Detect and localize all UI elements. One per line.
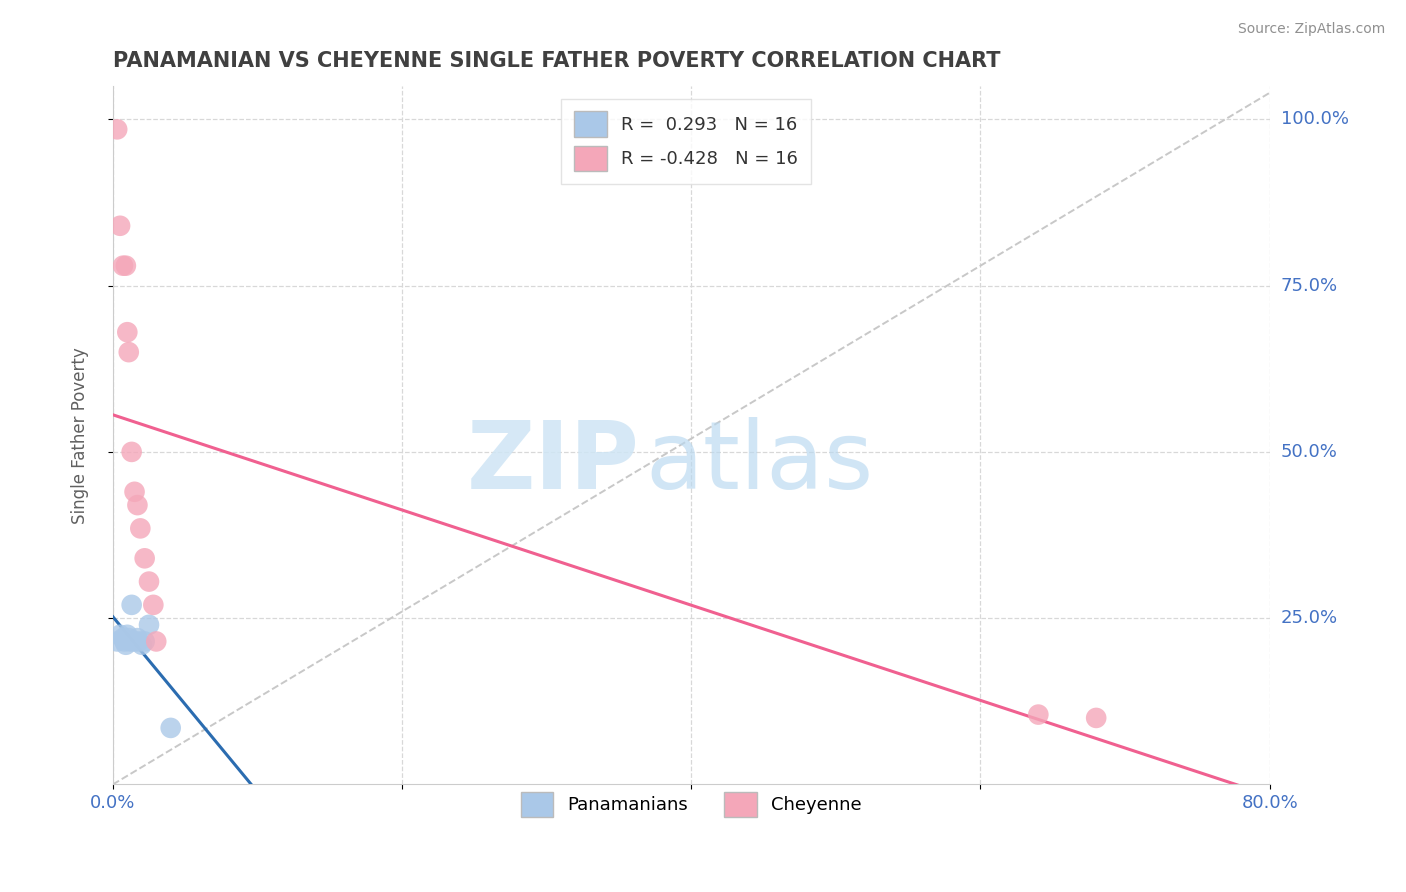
Text: atlas: atlas — [645, 417, 873, 509]
Text: 50.0%: 50.0% — [1281, 443, 1337, 461]
Point — [129, 521, 152, 535]
Point — [1085, 711, 1108, 725]
Legend: Panamanians, Cheyenne: Panamanians, Cheyenne — [513, 784, 869, 824]
Text: 100.0%: 100.0% — [1281, 111, 1348, 128]
Point — [124, 484, 146, 499]
Point — [117, 628, 139, 642]
Point — [159, 721, 181, 735]
Point — [138, 574, 160, 589]
Point — [118, 631, 141, 645]
Point — [131, 638, 153, 652]
Point — [115, 638, 138, 652]
Point — [121, 598, 143, 612]
Point — [105, 122, 128, 136]
Point — [134, 551, 156, 566]
Point — [142, 598, 165, 612]
Point — [145, 634, 167, 648]
Point — [128, 634, 150, 648]
Point — [120, 634, 142, 648]
Y-axis label: Single Father Poverty: Single Father Poverty — [72, 347, 89, 524]
Point — [111, 631, 134, 645]
Point — [124, 634, 146, 648]
Point — [108, 219, 131, 233]
Text: PANAMANIAN VS CHEYENNE SINGLE FATHER POVERTY CORRELATION CHART: PANAMANIAN VS CHEYENNE SINGLE FATHER POV… — [112, 51, 1000, 70]
Point — [1028, 707, 1050, 722]
Point — [118, 345, 141, 359]
Point — [121, 445, 143, 459]
Text: Source: ZipAtlas.com: Source: ZipAtlas.com — [1237, 22, 1385, 37]
Point — [105, 634, 128, 648]
Point — [108, 628, 131, 642]
Point — [127, 498, 149, 512]
Point — [138, 617, 160, 632]
Point — [117, 325, 139, 339]
Text: 75.0%: 75.0% — [1281, 277, 1339, 294]
Point — [134, 634, 156, 648]
Point — [127, 631, 149, 645]
Point — [115, 259, 138, 273]
Point — [112, 634, 135, 648]
Text: 25.0%: 25.0% — [1281, 609, 1339, 627]
Text: ZIP: ZIP — [467, 417, 640, 509]
Point — [111, 259, 134, 273]
